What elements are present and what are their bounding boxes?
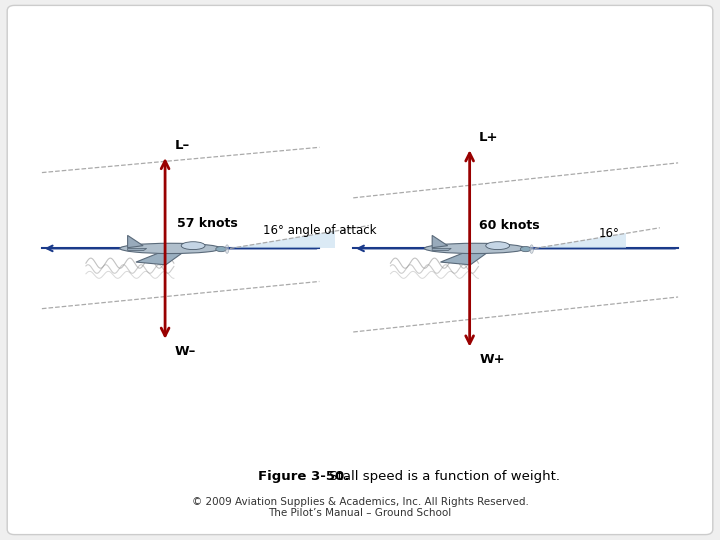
- Text: 60 knots: 60 knots: [479, 219, 540, 232]
- Text: L–: L–: [174, 139, 190, 152]
- Text: 16° angle of attack: 16° angle of attack: [263, 224, 376, 237]
- Polygon shape: [230, 231, 335, 248]
- Polygon shape: [432, 248, 451, 251]
- Text: L+: L+: [479, 131, 499, 144]
- Text: © 2009 Aviation Supplies & Academics, Inc. All Rights Reserved.: © 2009 Aviation Supplies & Academics, In…: [192, 497, 528, 507]
- Ellipse shape: [424, 243, 526, 254]
- Polygon shape: [136, 249, 187, 265]
- Text: W+: W+: [479, 353, 505, 366]
- Ellipse shape: [120, 243, 221, 254]
- Polygon shape: [432, 235, 448, 248]
- Ellipse shape: [181, 242, 205, 249]
- Text: 16°: 16°: [599, 227, 620, 240]
- Ellipse shape: [216, 247, 227, 252]
- Text: The Pilot’s Manual – Ground School: The Pilot’s Manual – Ground School: [269, 508, 451, 518]
- Text: Figure 3-50.: Figure 3-50.: [258, 470, 349, 483]
- Polygon shape: [441, 249, 492, 265]
- Polygon shape: [535, 233, 626, 248]
- Ellipse shape: [530, 245, 534, 253]
- Ellipse shape: [521, 247, 531, 252]
- Text: Stall speed is a function of weight.: Stall speed is a function of weight.: [325, 470, 560, 483]
- Ellipse shape: [225, 245, 229, 253]
- Polygon shape: [127, 248, 147, 251]
- Polygon shape: [127, 235, 143, 248]
- Text: 57 knots: 57 knots: [177, 217, 238, 230]
- Ellipse shape: [486, 242, 510, 249]
- Text: W–: W–: [174, 345, 196, 358]
